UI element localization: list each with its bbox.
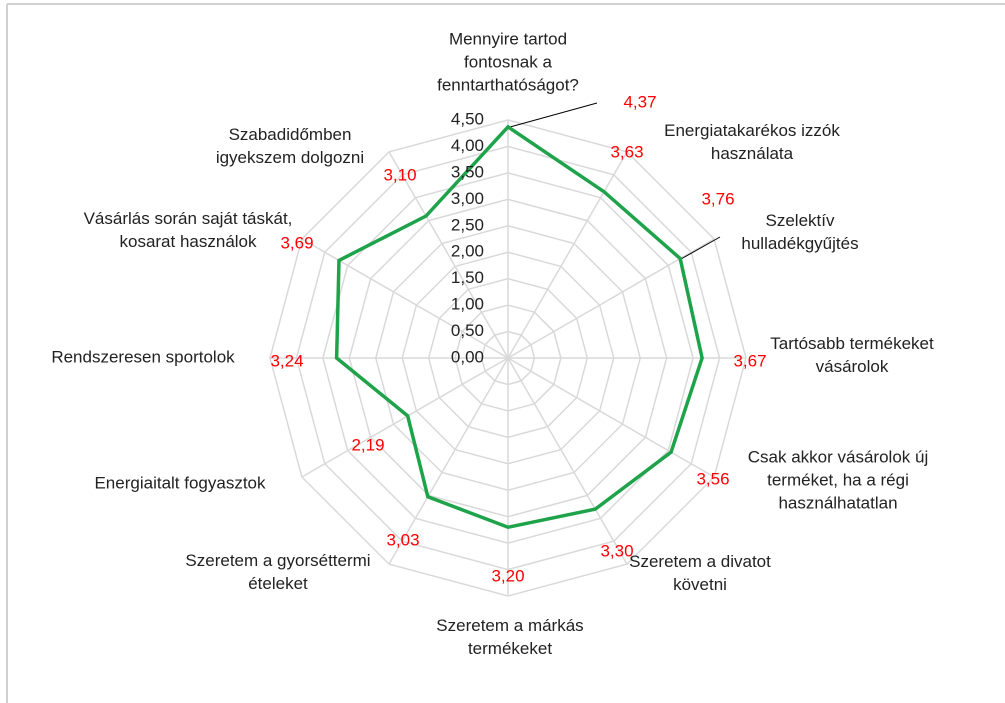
category-label: Szeretem a divatot követni <box>629 552 771 594</box>
y-tick-label: 2,00 <box>451 242 484 261</box>
grid-spoke <box>301 357 509 478</box>
value-label: 3,30 <box>600 541 633 560</box>
value-label: 3,63 <box>610 142 643 161</box>
value-label: 3,56 <box>696 469 729 488</box>
value-label: 3,03 <box>386 530 419 549</box>
value-label: 3,69 <box>280 233 313 252</box>
category-label: Energiaitalt fogyasztok <box>94 473 266 493</box>
y-tick-label: 3,50 <box>451 162 484 181</box>
value-label: 3,67 <box>733 351 766 370</box>
y-tick-label: 0,00 <box>451 347 484 366</box>
y-tick-label: 0,50 <box>451 321 484 340</box>
grid-spoke <box>507 238 715 359</box>
category-label: Szeretem a márkás termékeket <box>436 616 584 658</box>
category-label: Tartósabb termékeket vásárolok <box>770 334 934 376</box>
y-tick-label: 2,50 <box>451 215 484 234</box>
leader-line <box>680 236 721 260</box>
value-label: 4,37 <box>623 92 656 111</box>
grid-spoke <box>301 238 509 359</box>
category-label: Energiatakarékos izzók használata <box>664 121 840 163</box>
y-tick-label: 1,00 <box>451 295 484 314</box>
leader-line <box>509 102 598 128</box>
value-label: 3,20 <box>491 566 524 585</box>
category-label: Szelektív hulladékgyűjtés <box>741 211 859 253</box>
grid <box>269 119 747 597</box>
category-label: Mennyire tartod fontosnak a fenntartható… <box>437 29 579 95</box>
grid-spoke <box>388 151 509 359</box>
category-label: Szeretem a gyorséttermi ételeket <box>185 551 371 593</box>
series <box>334 124 704 530</box>
value-label: 2,19 <box>351 435 384 454</box>
category-label: Szabadidőmben igyekszem dolgozni <box>215 125 365 167</box>
value-label: 3,76 <box>701 189 734 208</box>
category-label: Vásárlás során saját táskát, kosarat has… <box>83 209 293 251</box>
grid-spoke <box>507 357 715 478</box>
category-label: Csak akkor vásárolok új terméket, ha a r… <box>747 447 929 513</box>
radar-line <box>334 124 704 530</box>
y-tick-label: 4,00 <box>451 136 484 155</box>
category-label: Rendszeresen sportolok <box>51 347 235 367</box>
y-tick-label: 4,50 <box>451 109 484 128</box>
y-tick-label: 1,50 <box>451 268 484 287</box>
grid-spoke <box>507 357 628 565</box>
grid-spoke <box>388 357 509 565</box>
grid-spoke <box>507 151 628 359</box>
value-label: 3,24 <box>270 351 303 370</box>
value-label: 3,10 <box>383 165 416 184</box>
y-tick-label: 3,00 <box>451 189 484 208</box>
